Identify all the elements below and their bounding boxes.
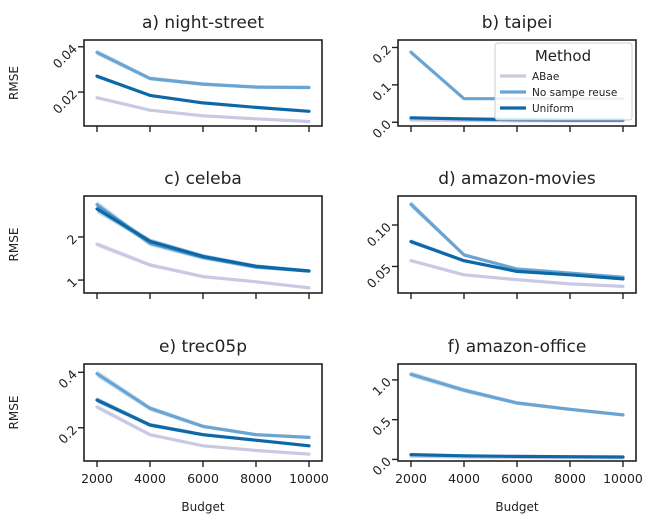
x-tick-label: 2000: [395, 471, 427, 486]
x-tick-label: 4000: [448, 471, 480, 486]
y-tick-label: 0.10: [364, 219, 394, 249]
x-tick-label: 10000: [603, 471, 643, 486]
x-tick-label: 10000: [289, 471, 329, 486]
legend: Method ABae No sampe reuse Uniform: [494, 42, 633, 121]
legend-title: Method: [535, 47, 591, 65]
y-axis-label: RMSE: [7, 396, 21, 430]
y-tick-label: 0.5: [369, 414, 394, 439]
series-band-no-sampe-reuse: [97, 369, 309, 439]
subplot-title: c) celeba: [164, 169, 242, 189]
y-axis-label: RMSE: [7, 228, 21, 262]
y-axis-label: RMSE: [7, 66, 21, 100]
subplot-1: a) night-street 0.02 0.04 RMSE: [7, 13, 323, 132]
series-line-abae: [95, 96, 311, 124]
y-tick-label: 0.0: [369, 117, 394, 142]
legend-box: [494, 42, 633, 121]
x-tick-label: 8000: [554, 471, 586, 486]
y-tick-label: 1: [64, 274, 80, 290]
series-line-no-sampe-reuse: [409, 202, 625, 279]
series-band-no-sampe-reuse: [411, 371, 623, 417]
series-line-uniform: [95, 398, 311, 448]
y-tick-label: 0.4: [55, 367, 80, 392]
series-line-no-sampe-reuse: [95, 372, 311, 439]
y-tick-label: 0.04: [50, 41, 80, 71]
series-band-uniform: [97, 397, 309, 448]
series-line-no-sampe-reuse: [409, 372, 625, 417]
legend-entry-label: Uniform: [532, 103, 574, 115]
series-line-abae: [409, 259, 625, 288]
series-line-uniform: [95, 74, 311, 113]
subplot-3: c) celeba 1 2 RMSE: [7, 169, 323, 299]
y-tick-label: 0.2: [55, 422, 80, 447]
series-line-uniform: [409, 453, 625, 459]
series-band-abae: [97, 404, 309, 456]
series-line-no-sampe-reuse: [95, 203, 311, 273]
subplot-title: b) taipei: [482, 13, 553, 33]
x-tick-label: 6000: [187, 471, 219, 486]
subplot-title: e) trec05p: [159, 337, 247, 357]
x-tick-label: 6000: [501, 471, 533, 486]
series-line-abae: [95, 405, 311, 456]
series-line-abae: [95, 242, 311, 290]
x-axis-label: Budget: [495, 500, 538, 514]
subplot-4: d) amazon-movies 0.05 0.10: [364, 169, 637, 299]
legend-entry-label: ABae: [532, 71, 559, 83]
x-tick-label: 8000: [240, 471, 272, 486]
y-tick-label: 0.05: [364, 261, 394, 291]
legend-entry-label: No sampe reuse: [532, 87, 617, 99]
series-band-uniform: [97, 204, 309, 273]
y-tick-label: 0.02: [50, 86, 80, 116]
x-axis-label: Budget: [181, 500, 224, 514]
y-tick-label: 0.2: [369, 42, 394, 67]
subplot-title: d) amazon-movies: [438, 169, 596, 189]
subplot-title: a) night-street: [142, 13, 264, 33]
series-band-no-sampe-reuse: [411, 200, 623, 279]
subplot-title: f) amazon-office: [448, 337, 587, 357]
y-tick-label: 0.1: [369, 79, 394, 104]
axes-frame: [83, 195, 323, 294]
subplot-5: e) trec05p 2000 4000 6000 8000 10000 0.2 0.4 RMS…: [7, 337, 329, 514]
series-line-uniform: [409, 240, 625, 281]
series-band-no-sampe-reuse: [97, 200, 309, 273]
x-tick-label: 4000: [134, 471, 166, 486]
y-tick-label: 2: [64, 231, 80, 247]
y-tick-label: 1.0: [369, 374, 394, 399]
series-band-abae: [97, 241, 309, 290]
series-line-uniform: [95, 207, 311, 273]
x-tick-label: 2000: [81, 471, 113, 486]
subplot-6: f) amazon-office 2000 4000 6000 8000 10000 0.0…: [369, 337, 643, 514]
series-line-no-sampe-reuse: [95, 50, 311, 90]
y-tick-label: 0.0: [369, 454, 394, 479]
